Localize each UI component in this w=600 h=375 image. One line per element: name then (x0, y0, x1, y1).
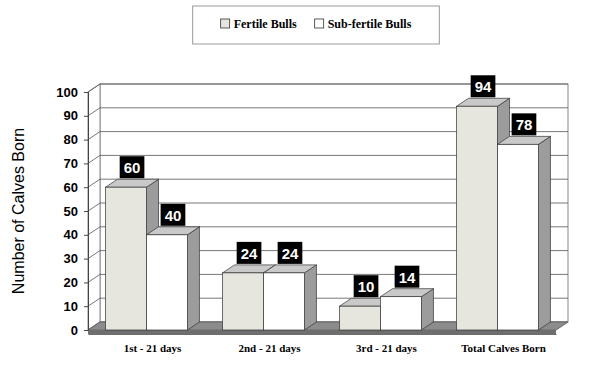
y-tick-label: 40 (64, 227, 78, 242)
legend-box (193, 6, 440, 44)
y-tick-mark (84, 330, 88, 331)
x-tick: 2nd - 21 days (238, 334, 301, 354)
data-label: 78 (516, 116, 533, 133)
bar-front (106, 187, 147, 330)
y-tick: 10 (64, 299, 88, 314)
legend-swatch (315, 19, 324, 28)
y-tick-mark (84, 282, 88, 283)
y-tick-mark (84, 306, 88, 307)
bar-front (457, 106, 498, 330)
bar (264, 265, 317, 330)
floor-edge (88, 330, 556, 334)
legend-label: Fertile Bulls (234, 17, 297, 31)
y-tick-label: 60 (64, 180, 78, 195)
x-tick: Total Calves Born (461, 334, 546, 354)
data-label-box (161, 204, 186, 226)
data-label: 24 (282, 245, 299, 262)
bar-top (106, 179, 159, 187)
bar (147, 227, 200, 330)
y-tick: 70 (64, 156, 88, 171)
x-tick-label: 2nd - 21 days (238, 342, 301, 354)
y-tick: 40 (64, 227, 88, 242)
y-axis-line (84, 93, 89, 331)
y-tick: 20 (64, 275, 88, 290)
data-label-box (354, 275, 379, 297)
y-tick: 80 (64, 132, 88, 147)
x-tick-label: 1st - 21 days (124, 342, 182, 354)
y-tick: 0 (71, 323, 88, 338)
y-tick-label: 90 (64, 108, 78, 123)
y-tick-label: 10 (64, 299, 78, 314)
y-tick-label: 100 (56, 85, 78, 100)
data-label-box (512, 113, 537, 135)
bar-side (538, 136, 550, 330)
y-tick-label: 20 (64, 275, 78, 290)
data-label-box (237, 242, 262, 264)
data-label: 40 (165, 207, 182, 224)
data-label-box (471, 75, 496, 97)
grid-line (88, 84, 568, 92)
legend-label: Sub-fertile Bulls (328, 17, 412, 31)
data-label-box (120, 156, 145, 178)
legend-item: Fertile Bulls (221, 17, 297, 31)
chart-svg: 60 24 10 94 40 24 14 78 0 10 20 30 40 50 60 70 80 90 100 1s… (0, 0, 600, 375)
y-tick-label: 50 (64, 204, 78, 219)
legend: Fertile Bulls Sub-fertile Bulls (193, 6, 440, 44)
bar-top (498, 136, 551, 144)
y-tick-mark (84, 116, 88, 117)
x-axis: 1st - 21 days 2nd - 21 days 3rd - 21 days T… (89, 334, 557, 354)
legend-item: Sub-fertile Bulls (315, 17, 412, 31)
bar-front (381, 297, 422, 330)
grid (88, 84, 568, 330)
legend-swatch (221, 19, 230, 28)
x-tick: 3rd - 21 days (356, 334, 418, 354)
y-tick-mark (84, 163, 88, 164)
y-tick-mark (84, 140, 88, 141)
bar-front (223, 273, 264, 330)
y-axis: 0 10 20 30 40 50 60 70 80 90 100 (56, 85, 88, 338)
y-tick-label: 80 (64, 132, 78, 147)
data-label-box (278, 242, 303, 264)
x-tick: 1st - 21 days (124, 334, 182, 354)
y-tick: 100 (56, 85, 88, 100)
data-label: 24 (241, 245, 258, 262)
bar (498, 136, 551, 330)
data-label: 60 (124, 159, 141, 176)
y-tick-mark (84, 187, 88, 188)
bar-front (264, 273, 305, 330)
x-tick-label: 3rd - 21 days (356, 342, 418, 354)
bar-front (498, 144, 539, 330)
y-axis-title: Number of Calves Born (10, 128, 27, 294)
x-tick-label: Total Calves Born (461, 342, 546, 354)
y-tick-mark (84, 211, 88, 212)
bar-top (264, 265, 317, 273)
data-label: 10 (358, 278, 375, 295)
y-tick-label: 0 (71, 323, 78, 338)
y-tick-mark (84, 259, 88, 260)
bar-top (457, 98, 510, 106)
data-label-box (395, 266, 420, 288)
bar-side (187, 227, 199, 330)
bars (106, 98, 551, 330)
data-label: 14 (399, 269, 416, 286)
bar-front (340, 306, 381, 330)
y-tick: 60 (64, 180, 88, 195)
x-axis-line (89, 334, 557, 335)
y-tick: 90 (64, 108, 88, 123)
y-tick-label: 70 (64, 156, 78, 171)
data-labels: 60 24 10 94 40 24 14 78 (120, 75, 537, 297)
y-tick: 50 (64, 204, 88, 219)
bar-top (147, 227, 200, 235)
y-tick-mark (84, 235, 88, 236)
data-label: 94 (475, 78, 492, 95)
chart-container: 60 24 10 94 40 24 14 78 0 10 20 30 40 50 60 70 80 90 100 1s… (0, 0, 600, 375)
y-tick-label: 30 (64, 251, 78, 266)
bar-top (381, 289, 434, 297)
y-tick: 30 (64, 251, 88, 266)
y-tick-mark (84, 92, 88, 93)
bar-front (147, 235, 188, 330)
bar (381, 289, 434, 330)
bar-side (304, 265, 316, 330)
